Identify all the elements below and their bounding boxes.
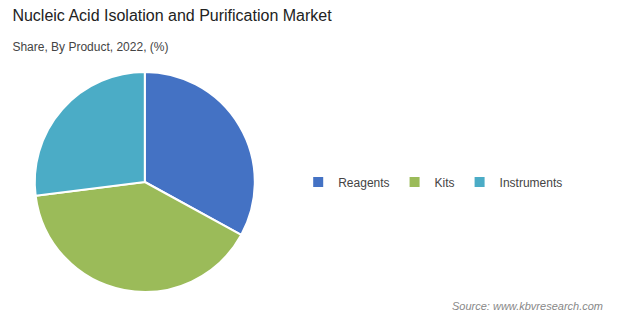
- svg-text:Reagents: Reagents: [338, 176, 389, 190]
- svg-text:Instruments: Instruments: [500, 176, 563, 190]
- svg-text:Source: www.kbvresearch.com: Source: www.kbvresearch.com: [452, 300, 603, 312]
- svg-text:Nucleic Acid Isolation and Pur: Nucleic Acid Isolation and Purification …: [12, 7, 332, 24]
- svg-text:Kits: Kits: [435, 176, 455, 190]
- svg-text:Share, By Product, 2022, (%): Share, By Product, 2022, (%): [12, 40, 168, 54]
